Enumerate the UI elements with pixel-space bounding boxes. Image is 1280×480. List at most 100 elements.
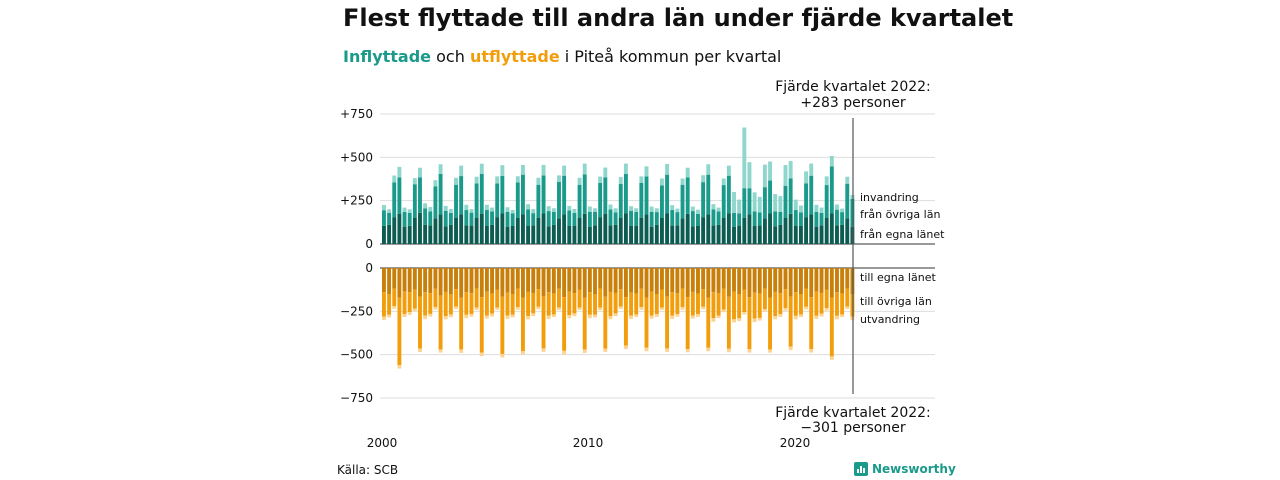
bar-in-abroad: [629, 206, 634, 211]
bar-in-own: [819, 225, 824, 244]
bar-in-abroad: [778, 196, 783, 212]
bar-out-other: [387, 294, 392, 315]
bar-in-own: [526, 225, 531, 244]
bar-out-abroad: [634, 314, 639, 318]
bar-out-other: [623, 297, 628, 346]
bar-in-own: [840, 224, 845, 244]
bar-in-own: [716, 224, 721, 244]
bar-in-abroad: [809, 163, 814, 176]
bar-out-own: [629, 268, 634, 293]
bar-out-abroad: [510, 314, 515, 318]
bar-out-other: [567, 291, 572, 316]
bar-out-own: [536, 268, 541, 290]
bar-in-abroad: [587, 206, 592, 212]
bar-in-other: [567, 210, 572, 226]
bar-in-other: [546, 211, 551, 227]
bar-in-abroad: [531, 208, 536, 214]
bar-out-own: [557, 268, 561, 289]
bar-out-other: [840, 293, 845, 315]
bar-out-own: [680, 268, 685, 289]
bar-out-other: [495, 289, 500, 308]
bar-out-other: [438, 295, 443, 350]
bar-out-abroad: [773, 316, 778, 320]
y-tick-label-in: +500: [340, 150, 373, 164]
bar-out-own: [613, 268, 618, 293]
bar-in-own: [546, 226, 551, 244]
bar-in-other: [598, 182, 603, 218]
bar-in-other: [757, 212, 762, 226]
bar-out-abroad: [407, 312, 412, 315]
bar-in-abroad: [402, 207, 407, 212]
bar-in-abroad: [814, 204, 819, 212]
bar-in-abroad: [469, 209, 474, 213]
bar-out-abroad: [520, 351, 525, 355]
bar-in-other: [541, 175, 546, 214]
bar-in-own: [654, 224, 659, 244]
bar-out-own: [829, 268, 834, 298]
bar-out-abroad: [464, 314, 469, 319]
bar-out-own: [675, 268, 680, 294]
bar-in-other: [500, 175, 505, 214]
bar-out-other: [546, 292, 551, 316]
bar-in-own: [835, 225, 839, 244]
bar-out-abroad: [721, 309, 726, 313]
bar-out-other: [536, 289, 541, 307]
bar-out-other: [778, 293, 783, 315]
bar-out-abroad: [546, 315, 551, 319]
bar-out-own: [448, 268, 453, 294]
bar-in-abroad: [665, 163, 670, 175]
bar-out-other: [696, 293, 700, 315]
bar-in-own: [762, 218, 767, 244]
bar-in-other: [520, 174, 525, 215]
bar-in-other: [402, 211, 407, 227]
bar-out-other: [680, 288, 685, 308]
bar-out-abroad: [835, 315, 839, 320]
bar-in-abroad: [490, 207, 495, 212]
bar-out-abroad: [577, 307, 582, 310]
bar-in-own: [778, 224, 783, 244]
bar-in-own: [438, 214, 443, 244]
bar-in-abroad: [824, 176, 829, 186]
bar-out-own: [418, 268, 422, 297]
bar-in-abroad: [387, 209, 392, 213]
bar-out-own: [387, 268, 392, 294]
bar-in-own: [382, 225, 386, 244]
bar-in-abroad: [752, 192, 757, 212]
y-tick-label-out: −750: [340, 391, 373, 405]
bar-in-abroad: [438, 164, 443, 174]
bar-out-own: [392, 268, 397, 289]
bar-in-other: [392, 182, 397, 218]
y-tick-label-out: −250: [340, 304, 373, 318]
bar-in-abroad: [742, 127, 747, 189]
bar-out-own: [608, 268, 613, 292]
bar-in-own: [536, 217, 541, 244]
bar-in-other: [690, 211, 695, 227]
bar-out-other: [423, 292, 428, 316]
bar-in-abroad: [495, 176, 500, 184]
bar-out-other: [515, 288, 520, 308]
bar-out-other: [500, 296, 505, 354]
bar-out-own: [665, 268, 670, 297]
bar-out-abroad: [639, 307, 644, 310]
bar-out-other: [505, 292, 510, 316]
bar-in-own: [603, 213, 608, 244]
bar-out-other: [829, 297, 834, 357]
bar-out-other: [526, 291, 531, 317]
bar-in-other: [582, 174, 587, 214]
bar-out-abroad: [706, 347, 711, 352]
bar-in-own: [752, 225, 757, 244]
bar-out-own: [685, 268, 690, 298]
bar-in-other: [577, 184, 582, 218]
bar-out-abroad: [747, 349, 752, 353]
bar-in-own: [587, 226, 592, 244]
bar-in-own: [665, 213, 670, 244]
bar-in-abroad: [412, 178, 417, 185]
bar-in-own: [773, 226, 778, 244]
bar-out-own: [670, 268, 675, 293]
bar-out-abroad: [531, 313, 536, 317]
bar-out-other: [531, 292, 536, 314]
bar-out-abroad: [505, 315, 510, 319]
bar-out-own: [634, 268, 639, 294]
bar-in-own: [644, 214, 649, 244]
bar-out-own: [814, 268, 819, 292]
